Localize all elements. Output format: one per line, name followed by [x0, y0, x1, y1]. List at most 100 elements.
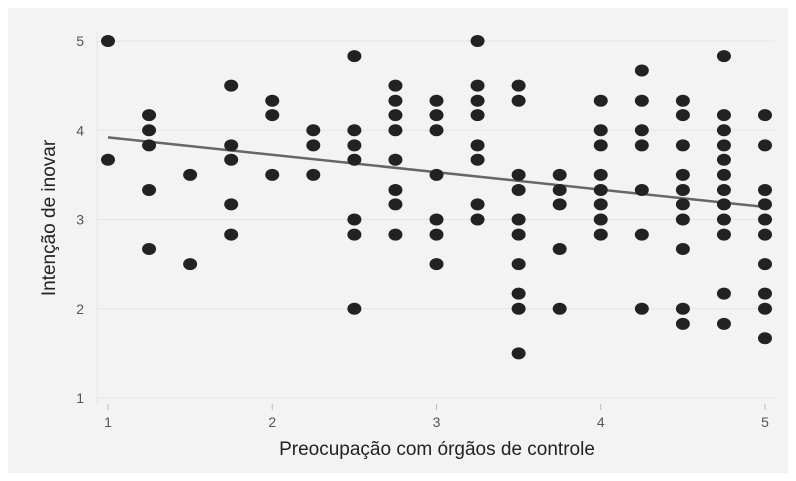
data-point — [593, 168, 608, 181]
data-point — [634, 228, 649, 241]
data-point — [470, 153, 485, 166]
data-point — [470, 35, 485, 47]
data-point — [552, 168, 567, 181]
y-tick-label: 4 — [76, 122, 84, 138]
data-point — [347, 139, 362, 152]
data-point — [142, 184, 157, 197]
data-point — [716, 139, 731, 152]
data-point — [470, 79, 485, 92]
data-point — [634, 64, 649, 77]
y-axis-ticks: 1 2 3 4 5 — [76, 33, 84, 406]
data-point — [675, 139, 690, 152]
data-point — [634, 184, 649, 197]
data-point — [593, 228, 608, 241]
data-point — [511, 228, 526, 241]
data-point — [388, 184, 403, 197]
data-point — [347, 302, 362, 315]
data-point — [265, 94, 280, 107]
data-point — [675, 213, 690, 226]
data-point — [511, 184, 526, 197]
data-point — [429, 228, 444, 241]
data-point — [142, 242, 157, 255]
y-axis-title: Intenção de inovar — [39, 139, 60, 296]
data-point — [634, 302, 649, 315]
data-point — [758, 287, 772, 300]
data-point — [511, 258, 526, 271]
data-point — [716, 317, 731, 330]
data-point — [347, 50, 362, 63]
data-point — [675, 242, 690, 255]
data-point — [470, 109, 485, 122]
x-axis-title: Preocupação com órgãos de controle — [279, 439, 595, 460]
data-point — [429, 258, 444, 271]
data-point — [429, 124, 444, 137]
data-point — [265, 109, 280, 122]
data-point — [634, 94, 649, 107]
data-point — [716, 124, 731, 137]
data-point — [758, 109, 772, 122]
data-point — [716, 50, 731, 63]
data-point — [634, 124, 649, 137]
data-point — [470, 139, 485, 152]
data-point — [511, 213, 526, 226]
data-point — [593, 124, 608, 137]
data-point — [388, 124, 403, 137]
data-point — [716, 109, 731, 122]
data-point — [347, 228, 362, 241]
data-point — [716, 287, 731, 300]
x-tick-label: 3 — [433, 414, 441, 430]
data-point — [511, 168, 526, 181]
x-tick-label: 4 — [597, 414, 605, 430]
data-point — [675, 94, 690, 107]
data-point — [758, 332, 772, 345]
data-point — [716, 153, 731, 166]
data-point — [675, 317, 690, 330]
y-tick-label: 3 — [76, 212, 84, 228]
x-tick-label: 1 — [104, 414, 112, 430]
data-point — [593, 213, 608, 226]
data-point — [224, 153, 239, 166]
data-point — [101, 35, 115, 47]
data-point — [142, 124, 157, 137]
data-point — [675, 109, 690, 122]
data-point — [552, 198, 567, 211]
data-point — [511, 347, 526, 360]
data-point — [552, 302, 567, 315]
y-tick-label: 1 — [76, 390, 84, 406]
data-point — [388, 153, 403, 166]
data-point — [388, 109, 403, 122]
data-point — [388, 198, 403, 211]
data-point — [675, 168, 690, 181]
data-point — [388, 79, 403, 92]
data-point — [224, 228, 239, 241]
data-point — [224, 139, 239, 152]
data-point — [347, 213, 362, 226]
x-axis-ticks: 1 2 3 4 5 — [104, 404, 769, 430]
data-point — [716, 213, 731, 226]
data-point — [347, 124, 362, 137]
data-point — [593, 198, 608, 211]
data-point — [306, 139, 321, 152]
chart-panel — [8, 8, 788, 473]
data-point — [306, 168, 321, 181]
data-point — [758, 184, 772, 197]
data-point — [511, 79, 526, 92]
data-point — [470, 94, 485, 107]
data-point — [429, 213, 444, 226]
data-point — [429, 168, 444, 181]
data-point — [675, 198, 690, 211]
data-points — [101, 35, 772, 360]
x-tick-label: 5 — [761, 414, 769, 430]
y-tick-label: 2 — [76, 301, 84, 317]
data-point — [634, 139, 649, 152]
data-point — [593, 94, 608, 107]
data-point — [224, 79, 239, 92]
data-point — [675, 302, 690, 315]
data-point — [758, 258, 772, 271]
data-point — [183, 168, 198, 181]
data-point — [306, 124, 321, 137]
data-point — [758, 213, 772, 226]
data-point — [429, 109, 444, 122]
data-point — [511, 302, 526, 315]
